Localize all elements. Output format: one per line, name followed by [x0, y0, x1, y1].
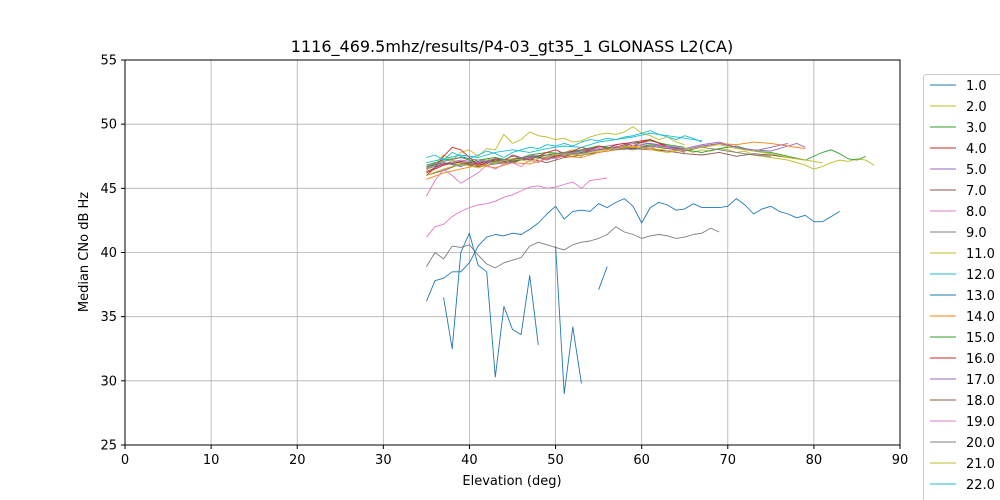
legend-entry: 11.0	[966, 247, 995, 262]
x-axis-label: Elevation (deg)	[462, 474, 561, 489]
legend-entry: 5.0	[966, 163, 987, 178]
plot-lines	[425, 126, 875, 395]
legend-entry: 14.0	[966, 310, 995, 325]
legend-entry: 13.0	[966, 289, 995, 304]
y-tick-label: 25	[100, 439, 117, 454]
series-line-22.0	[426, 132, 702, 164]
x-tick-label: 30	[375, 453, 392, 468]
series-line-16.0	[426, 139, 685, 176]
legend-entry: 20.0	[966, 436, 995, 451]
legend-box	[923, 74, 1000, 500]
legend-entry: 15.0	[966, 331, 995, 346]
x-tick-label: 50	[547, 453, 564, 468]
x-tick-label: 80	[806, 453, 823, 468]
series-line-7.0	[426, 145, 685, 176]
y-tick-label: 50	[100, 118, 117, 133]
legend-entry: 17.0	[966, 373, 995, 388]
series-line-12.0	[426, 130, 703, 161]
x-tick-label: 70	[720, 453, 737, 468]
x-tick-label: 10	[203, 453, 220, 468]
x-tick-label: 20	[289, 453, 306, 468]
y-tick-label: 40	[100, 246, 117, 261]
series-line-20.0	[426, 145, 771, 166]
y-tick-label: 55	[100, 54, 117, 69]
x-tick-label: 60	[633, 453, 650, 468]
axis-ticks: 0 10 20 30 40 50 60 70 80 90 25 30 35 40 45 50 55	[100, 54, 908, 469]
legend-entry: 19.0	[966, 415, 995, 430]
y-tick-label: 35	[100, 310, 117, 325]
x-tick-label: 40	[461, 453, 478, 468]
legend-entry: 7.0	[966, 184, 987, 199]
legend-entry: 22.0	[966, 478, 995, 493]
series-line-9.0	[426, 226, 720, 269]
series-line-21.0	[426, 144, 823, 176]
chart-title: 1116_469.5mhz/results/P4-03_gt35_1 GLONA…	[291, 37, 733, 57]
legend-entry: 2.0	[966, 100, 987, 115]
x-tick-label: 90	[892, 453, 909, 468]
legend-entry: 8.0	[966, 205, 987, 220]
legend-entry: 9.0	[966, 226, 987, 241]
legend-entry: 16.0	[966, 352, 995, 367]
y-axis-label: Median CNo dB Hz	[77, 192, 92, 312]
series-line-1.0	[425, 198, 840, 302]
legend: 1.0 2.0 3.0 4.0 5.0 7.0 8.0 9.0 11.0 12.0 13.0 14.0…	[923, 74, 1000, 500]
legend-entry: 18.0	[966, 394, 995, 409]
legend-entry: 4.0	[966, 142, 987, 157]
x-tick-label: 0	[121, 453, 129, 468]
legend-entry: 21.0	[966, 457, 995, 472]
legend-entry: 12.0	[966, 268, 995, 283]
y-tick-label: 30	[100, 374, 117, 389]
series-line-8.0	[426, 177, 608, 238]
legend-entry: 3.0	[966, 121, 987, 136]
legend-entry: 1.0	[966, 79, 987, 94]
series-line-19.0	[426, 142, 685, 197]
y-tick-label: 45	[100, 182, 117, 197]
series-line-13.0	[443, 232, 608, 395]
